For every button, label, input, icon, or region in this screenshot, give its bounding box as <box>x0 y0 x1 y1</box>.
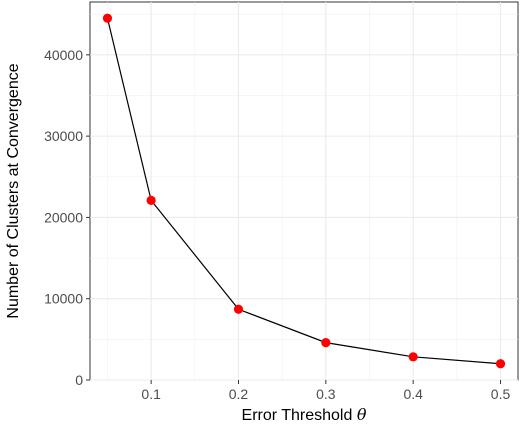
panel-border <box>89 1 519 381</box>
x-axis-title-text: Error Threshold <box>242 407 353 424</box>
y-tick-label: 30000 <box>44 128 83 144</box>
data-point <box>321 338 331 348</box>
data-point <box>146 195 156 205</box>
grid-major <box>90 2 518 381</box>
x-tick-label: 0.5 <box>491 386 511 402</box>
y-tick-label: 10000 <box>44 291 83 307</box>
y-tick-label: 40000 <box>44 47 83 63</box>
y-axis-title: Number of Clusters at Convergence <box>5 63 22 318</box>
data-points <box>102 13 506 369</box>
x-axis-ticks: 0.1 0.2 0.3 0.4 0.5 <box>141 380 510 402</box>
data-point <box>495 359 506 369</box>
y-tick-label: 0 <box>75 372 83 388</box>
x-tick-label: 0.3 <box>316 386 336 402</box>
y-axis-ticks: 0 10000 20000 30000 40000 <box>44 47 90 388</box>
data-point <box>102 13 113 23</box>
theta-symbol: θ <box>357 405 367 424</box>
series-line <box>106 18 501 365</box>
grid-minor <box>90 2 518 380</box>
x-axis-title: Error Threshold θ <box>242 405 367 424</box>
y-tick-label: 20000 <box>44 209 83 225</box>
data-point <box>233 304 244 314</box>
data-point <box>408 352 418 362</box>
series-polyline <box>106 18 501 365</box>
x-tick-label: 0.1 <box>141 386 161 402</box>
x-tick-label: 0.4 <box>403 386 423 402</box>
x-tick-label: 0.2 <box>229 386 249 402</box>
